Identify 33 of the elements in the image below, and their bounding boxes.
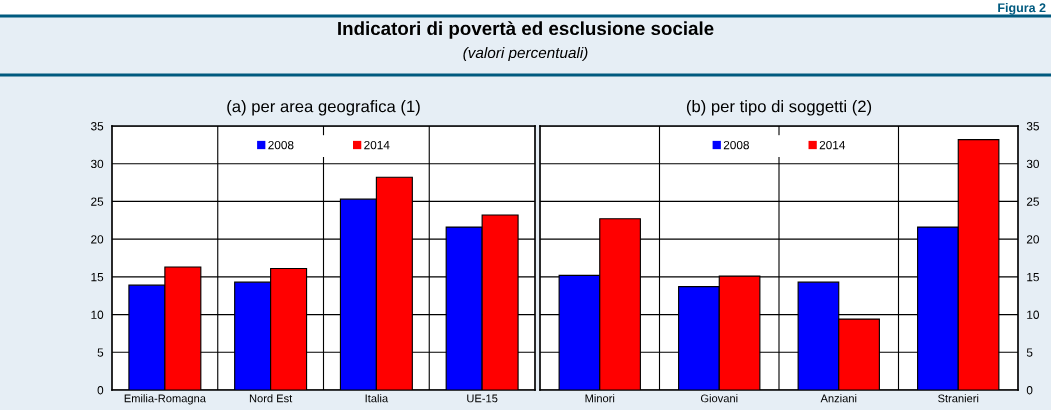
x-tick-label: Stranieri [938,394,979,403]
y-tick-label: 35 [90,122,104,131]
y-tick-label: 15 [1027,273,1039,282]
legend-label: 2008 [723,140,749,150]
text: (valori percentuali) [463,46,588,62]
x-tick-label: Nord Est [249,394,293,403]
y-tick-label: 35 [1026,122,1039,131]
y-tick-label: 25 [91,197,104,206]
y-tick-label: 30 [1026,159,1039,169]
y-tick-label: 10 [91,310,104,319]
chart-title: (b) per tipo di soggetti (2) [686,100,872,116]
y-tick-label: 10 [1027,310,1039,319]
y-tick-label: 20 [91,235,104,244]
legend-label: 2014 [819,140,846,150]
text: Figura 2 [998,3,1046,15]
y-tick-label: 30 [90,159,104,169]
y-tick-label: 15 [91,273,104,282]
legend-label: 2008 [268,140,294,150]
legend-label: 2014 [364,140,390,150]
y-tick-label: 5 [1026,348,1033,357]
y-tick-label: 20 [1026,235,1039,244]
x-tick-label: Minori [585,394,615,403]
x-tick-label: Anziani [820,394,857,403]
y-tick-label: 0 [1026,386,1033,395]
x-tick-label: Emilia-Romagna [124,394,206,405]
y-tick-label: 5 [97,348,104,357]
x-tick-label: UE-15 [467,394,498,403]
x-tick-label: Italia [365,394,389,403]
chart-title: (a) per area geografica (1) [227,100,420,116]
y-tick-label: 25 [1026,197,1039,206]
y-tick-label: 0 [97,386,104,395]
text: Indicatori di povertà ed esclusione sociale [338,21,714,39]
x-tick-label: Giovani [700,394,738,403]
